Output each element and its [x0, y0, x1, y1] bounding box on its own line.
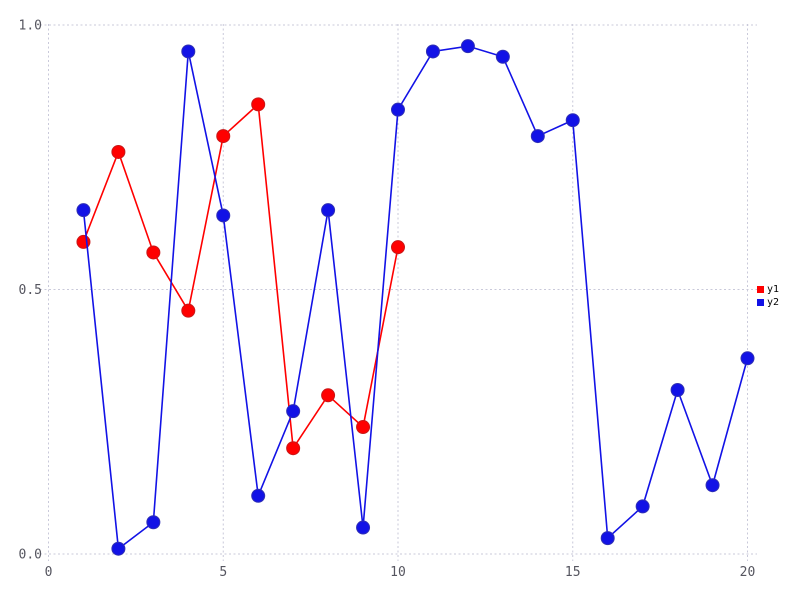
y2-data-point-marker — [391, 102, 405, 117]
y2-data-point-marker — [321, 203, 336, 218]
y-tick-label: 0.5 — [19, 283, 42, 298]
y1-data-point-marker — [216, 129, 231, 144]
y1-data-point-marker — [286, 441, 301, 456]
y1-series-swatch-icon — [757, 286, 764, 293]
y2-data-point-marker — [600, 531, 615, 546]
y1-series-line — [82, 102, 399, 451]
y2-data-point-marker — [146, 515, 161, 530]
x-tick-label: 0 — [45, 565, 53, 580]
legend-label-y2: y2 — [767, 297, 780, 308]
y1-data-point-marker — [181, 303, 196, 318]
y2-data-point-marker — [216, 208, 231, 223]
y2-data-point-marker — [740, 351, 755, 366]
y1-data-point-marker — [111, 144, 126, 159]
legend-item-y1: y1 — [757, 283, 779, 296]
legend-item-y2: y2 — [757, 296, 779, 309]
chart-legend: y1 y2 — [757, 283, 779, 309]
y-tick-label: 1.0 — [19, 19, 42, 34]
x-tick-label: 10 — [390, 565, 406, 580]
y2-data-point-marker — [286, 404, 301, 419]
y2-data-point-marker — [635, 499, 650, 514]
x-tick-label: 20 — [740, 565, 756, 580]
y1-data-point-marker — [321, 388, 336, 403]
y2-data-point-marker — [251, 488, 266, 503]
y2-data-point-marker — [530, 129, 545, 144]
y2-data-point-marker — [495, 49, 510, 64]
y1-data-point-marker — [146, 245, 161, 260]
y2-data-point-marker — [425, 44, 440, 59]
y2-series-line — [82, 45, 749, 551]
y2-data-point-marker — [111, 541, 126, 556]
y1-data-point-marker — [356, 420, 371, 435]
y2-data-point-marker — [705, 478, 720, 493]
x-tick-label: 15 — [565, 565, 581, 580]
y2-data-point-marker — [460, 39, 475, 54]
legend-label-y1: y1 — [767, 284, 780, 295]
y2-data-point-marker — [670, 383, 685, 398]
y2-series-swatch-icon — [757, 299, 764, 306]
y2-data-point-marker — [565, 113, 580, 128]
y1-data-point-marker — [391, 240, 405, 255]
y2-data-point-marker — [356, 520, 371, 535]
y2-data-point-marker — [181, 44, 196, 59]
x-tick-label: 5 — [219, 565, 227, 580]
y1-data-point-marker — [251, 97, 266, 112]
y2-data-point-marker — [76, 203, 91, 218]
y-tick-label: 0.0 — [19, 548, 42, 563]
